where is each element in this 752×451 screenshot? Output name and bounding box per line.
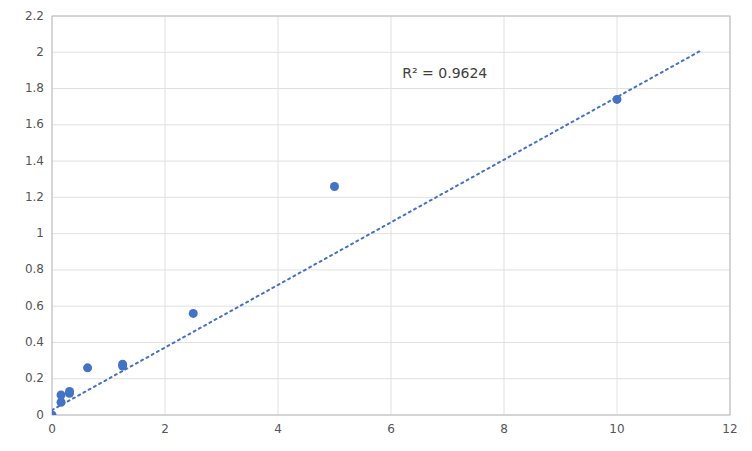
y-tick-label: 1.4 bbox=[25, 154, 44, 168]
scatter-point bbox=[52, 411, 57, 416]
trend-line bbox=[52, 50, 702, 410]
scatter-point bbox=[65, 387, 74, 396]
marks bbox=[52, 50, 702, 415]
axes: 0 0.2 0.4 0.6 0.8 1 1.2 1.4 1.6 1.8 2 2.2 0 2 4 6 8 10 12 bbox=[25, 9, 738, 437]
x-tick-label: 2 bbox=[161, 422, 169, 436]
x-tick-label: 12 bbox=[722, 422, 737, 436]
x-tick-label: 10 bbox=[609, 422, 624, 436]
y-tick-label: 1.6 bbox=[25, 117, 44, 131]
x-tick-label: 8 bbox=[500, 422, 508, 436]
grid-line-x bbox=[165, 16, 166, 415]
grid bbox=[52, 16, 730, 415]
scatter-point bbox=[330, 182, 339, 191]
y-tick-label: 0.8 bbox=[25, 262, 44, 276]
grid-line-x bbox=[391, 16, 392, 415]
scatter-point bbox=[613, 95, 622, 104]
scatter-point bbox=[118, 360, 127, 369]
grid-line-x bbox=[617, 16, 618, 415]
chart: 0 0.2 0.4 0.6 0.8 1 1.2 1.4 1.6 1.8 2 2.2 0 2 4 6 8 10 12 R… bbox=[0, 0, 752, 451]
x-tick-label: 0 bbox=[48, 422, 56, 436]
y-tick-label: 0 bbox=[36, 408, 44, 422]
y-tick-label: 1 bbox=[36, 226, 44, 240]
scatter-point bbox=[189, 309, 198, 318]
x-tick-label: 4 bbox=[274, 422, 282, 436]
y-tick-label: 0.4 bbox=[25, 335, 44, 349]
annotation: R² = 0.9624 bbox=[402, 65, 487, 81]
y-tick-label: 2 bbox=[36, 45, 44, 59]
y-tick-label: 1.8 bbox=[25, 81, 44, 95]
x-tick-label: 6 bbox=[387, 422, 395, 436]
y-tick-label: 2.2 bbox=[25, 9, 44, 23]
plot-frame bbox=[52, 16, 730, 415]
y-tick-label: 0.6 bbox=[25, 299, 44, 313]
scatter-point bbox=[57, 391, 66, 400]
grid-line-x bbox=[278, 16, 279, 415]
grid-line-x bbox=[504, 16, 505, 415]
y-tick-label: 0.2 bbox=[25, 371, 44, 385]
scatter-point bbox=[83, 363, 92, 372]
y-tick-label: 1.2 bbox=[25, 190, 44, 204]
